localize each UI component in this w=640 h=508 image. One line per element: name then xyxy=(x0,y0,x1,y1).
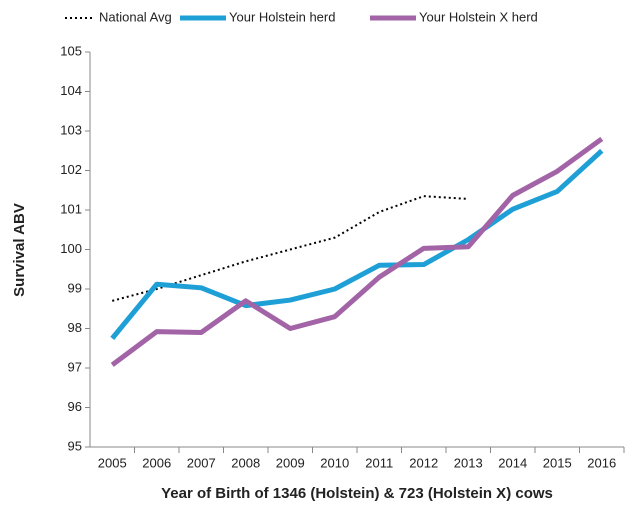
x-tick-label: 2015 xyxy=(543,455,572,470)
x-tick-label: 2011 xyxy=(365,455,393,470)
y-tick-label: 97 xyxy=(68,359,82,374)
y-tick-label: 95 xyxy=(68,438,82,453)
y-tick-label: 103 xyxy=(60,122,82,137)
series-line xyxy=(110,148,604,340)
x-tick-label: 2009 xyxy=(276,455,305,470)
y-tick-label: 98 xyxy=(68,320,82,335)
x-axis-title: Year of Birth of 1346 (Holstein) & 723 (… xyxy=(161,485,553,502)
y-axis-title: Survival ABV xyxy=(11,203,28,297)
legend-label: National Avg xyxy=(99,9,172,24)
y-tick-label: 101 xyxy=(60,201,82,216)
y-tick-label: 100 xyxy=(60,241,82,256)
x-tick-label: 2016 xyxy=(587,455,616,470)
x-tick-label: 2008 xyxy=(231,455,260,470)
x-tick-label: 2014 xyxy=(498,455,527,470)
y-tick-label: 96 xyxy=(68,399,82,414)
y-tick-label: 105 xyxy=(60,43,82,58)
x-tick-label: 2006 xyxy=(142,455,171,470)
x-tick-label: 2013 xyxy=(454,455,483,470)
x-tick-label: 2010 xyxy=(320,455,349,470)
legend-label: Your Holstein herd xyxy=(229,9,335,24)
legend-label: Your Holstein X herd xyxy=(419,9,538,24)
y-tick-label: 104 xyxy=(60,83,82,98)
x-tick-label: 2005 xyxy=(98,455,127,470)
y-tick-label: 99 xyxy=(68,280,82,295)
series-line xyxy=(110,136,604,367)
y-tick-label: 102 xyxy=(60,162,82,177)
x-tick-label: 2012 xyxy=(409,455,438,470)
x-tick-label: 2007 xyxy=(187,455,216,470)
